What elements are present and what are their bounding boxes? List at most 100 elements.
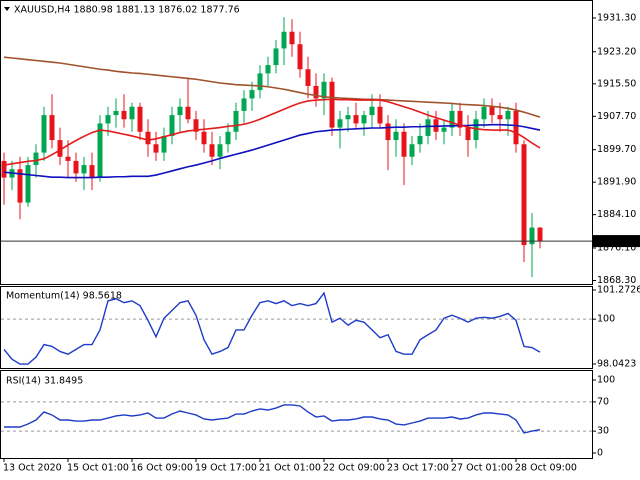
x-tick-label: 21 Oct 01:00 bbox=[259, 463, 321, 474]
y-tick-label: 70 bbox=[597, 396, 609, 407]
candle-body bbox=[313, 85, 319, 99]
main-frame bbox=[0, 0, 593, 285]
y-tick-label: 30 bbox=[597, 426, 609, 437]
candle-body bbox=[353, 115, 359, 124]
candle-body bbox=[385, 123, 391, 141]
menu-arrow[interactable] bbox=[4, 7, 10, 11]
candle-body bbox=[265, 65, 271, 74]
x-tick-label: 19 Oct 17:00 bbox=[195, 463, 257, 474]
candle-body bbox=[457, 110, 463, 128]
y-tick-label: 1923.20 bbox=[597, 46, 636, 57]
candle-body bbox=[201, 131, 207, 145]
candle-body bbox=[233, 110, 239, 132]
candle-body bbox=[33, 152, 39, 166]
candle-body bbox=[217, 144, 223, 157]
indicator-line bbox=[3, 123, 541, 179]
candle-body bbox=[345, 115, 351, 120]
candle-body bbox=[57, 140, 63, 157]
y-tick-label: 1868.30 bbox=[597, 275, 636, 286]
y-tick-label: 1931.30 bbox=[597, 13, 636, 24]
candle-body bbox=[409, 144, 415, 157]
candle-body bbox=[465, 127, 471, 141]
y-tick-label: 1891.90 bbox=[597, 177, 636, 188]
indicator-line bbox=[3, 56, 541, 118]
y-tick-label: 100 bbox=[597, 375, 615, 386]
y-tick-label: 101.2726 bbox=[597, 285, 640, 296]
indicator-line bbox=[3, 98, 541, 166]
y-tick-label: 1876.10 bbox=[597, 243, 636, 254]
candle-body bbox=[105, 115, 111, 124]
candle-body bbox=[97, 123, 103, 178]
momentum-title: Momentum(14) 98.5618 bbox=[6, 291, 122, 302]
rsi-title: RSI(14) 31.8495 bbox=[6, 376, 83, 387]
candle-body bbox=[209, 144, 215, 157]
candle-body bbox=[441, 127, 447, 132]
candle-body bbox=[481, 106, 487, 120]
candle-body bbox=[113, 110, 119, 116]
candle-body bbox=[417, 135, 423, 145]
candle-body bbox=[49, 115, 55, 141]
candle-body bbox=[425, 119, 431, 136]
y-tick-label: 1884.10 bbox=[597, 209, 636, 220]
candle-body bbox=[433, 119, 439, 132]
candle-body bbox=[401, 131, 407, 157]
candle-body bbox=[249, 90, 255, 99]
candle-body bbox=[1, 160, 7, 178]
candle-body bbox=[537, 227, 543, 242]
candle-body bbox=[489, 106, 495, 116]
candle-body bbox=[137, 106, 143, 132]
x-tick-label: 22 Oct 09:00 bbox=[323, 463, 385, 474]
indicator-line bbox=[4, 404, 541, 434]
x-tick-label: 23 Oct 17:00 bbox=[387, 463, 449, 474]
candle-body bbox=[505, 110, 511, 120]
y-tick-label: 0 bbox=[597, 448, 603, 459]
y-tick-label: 100 bbox=[597, 314, 615, 325]
candle-body bbox=[65, 156, 71, 161]
indicator-line bbox=[3, 291, 541, 365]
x-tick-label: 27 Oct 01:00 bbox=[451, 463, 513, 474]
candle-body bbox=[273, 48, 279, 66]
candle-body bbox=[321, 81, 327, 99]
candle-body bbox=[329, 81, 335, 128]
candle-body bbox=[369, 106, 375, 116]
rsi-frame bbox=[0, 370, 593, 459]
candle-body bbox=[89, 165, 95, 178]
candle-body bbox=[473, 119, 479, 141]
candle-body bbox=[169, 115, 175, 136]
candle-body bbox=[521, 144, 527, 246]
x-tick-label: 15 Oct 01:00 bbox=[67, 463, 129, 474]
candle-body bbox=[73, 160, 79, 174]
candle-body bbox=[393, 131, 399, 141]
candle-body bbox=[17, 169, 23, 203]
main-title: XAUUSD,H4 1880.98 1881.13 1876.02 1877.7… bbox=[14, 5, 240, 16]
candle-body bbox=[81, 165, 87, 174]
candle-body bbox=[529, 227, 535, 245]
candle-body bbox=[257, 73, 263, 91]
candle-body bbox=[121, 110, 127, 120]
y-tick-label: 1915.50 bbox=[597, 78, 636, 89]
candle-body bbox=[161, 135, 167, 153]
x-tick-label: 16 Oct 09:00 bbox=[131, 463, 193, 474]
candle-body bbox=[497, 115, 503, 120]
candle-body bbox=[281, 31, 287, 49]
candle-body bbox=[25, 165, 31, 203]
y-tick-label: 98.0423 bbox=[597, 359, 636, 370]
candle-body bbox=[361, 115, 367, 124]
candle-body bbox=[185, 106, 191, 120]
candle-body bbox=[241, 98, 247, 111]
candle-body bbox=[297, 44, 303, 70]
candle-body bbox=[145, 131, 151, 145]
candle-body bbox=[177, 106, 183, 116]
candle-body bbox=[41, 115, 47, 153]
plot-layer bbox=[1, 17, 592, 434]
momentum-frame bbox=[0, 286, 593, 369]
price-box bbox=[593, 235, 640, 248]
y-tick-label: 1899.70 bbox=[597, 144, 636, 155]
price-label: 1877.76 bbox=[596, 236, 635, 247]
candle-body bbox=[193, 119, 199, 132]
candle-body bbox=[129, 106, 135, 120]
candle-body bbox=[449, 110, 455, 128]
x-tick-label: 28 Oct 09:00 bbox=[515, 463, 577, 474]
